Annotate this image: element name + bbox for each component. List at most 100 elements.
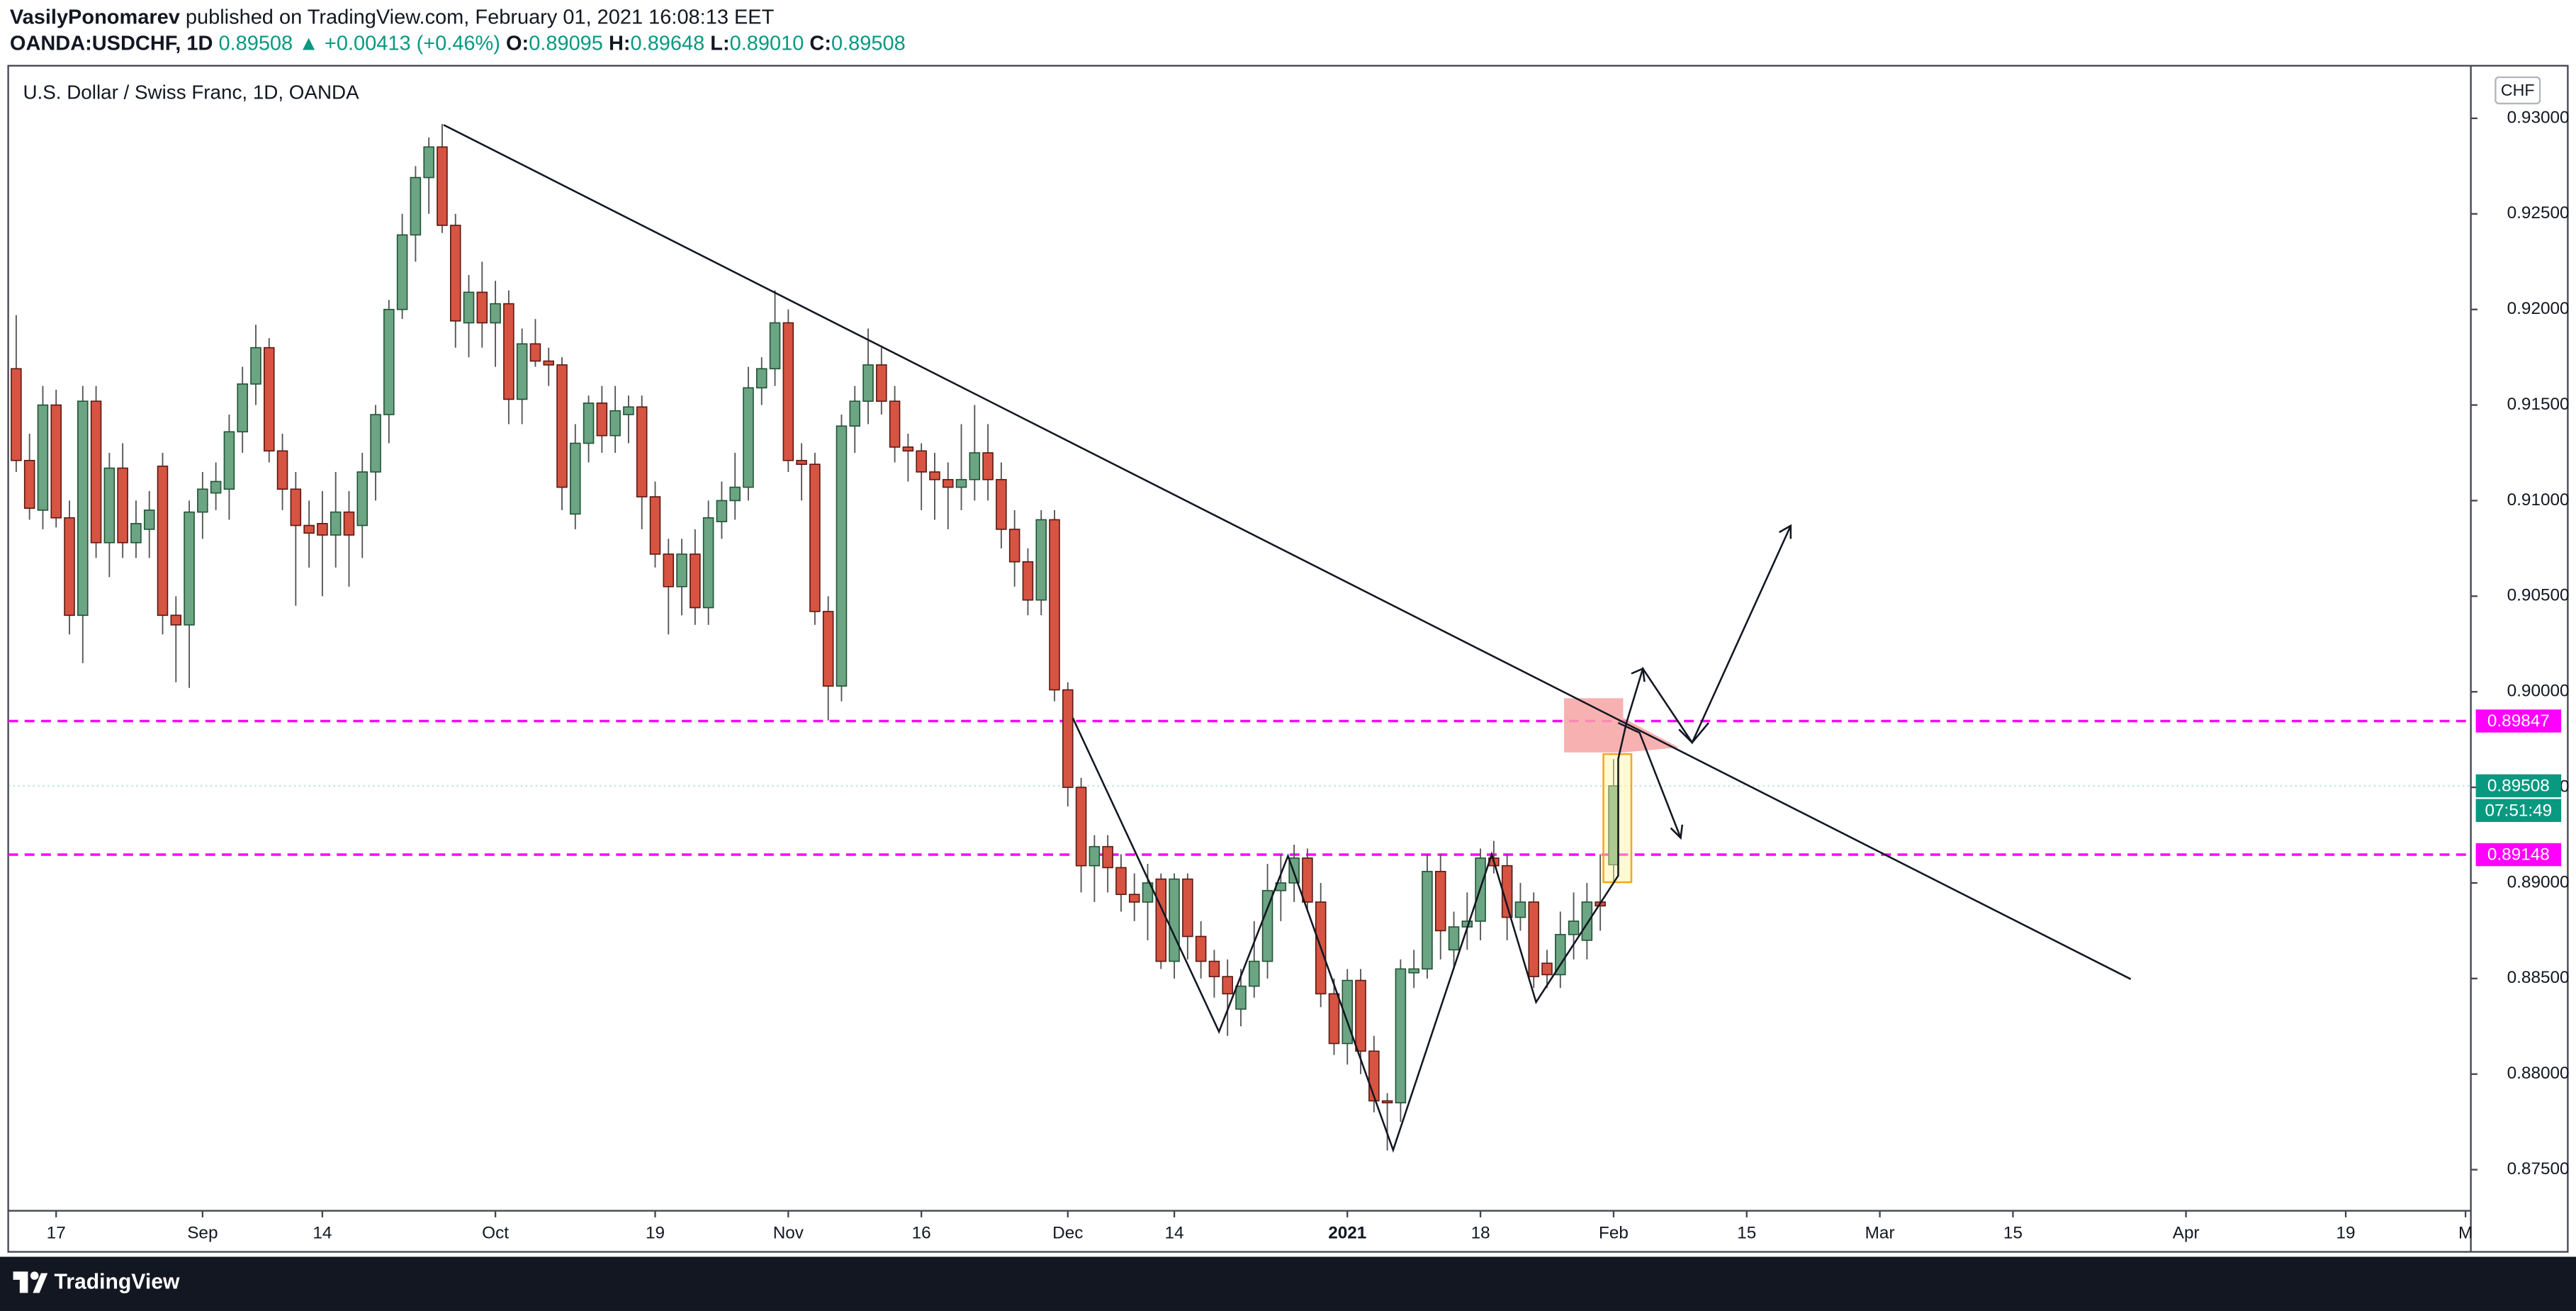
price-labels: 0.93000 0.92500 0.92000 0.91500 0.91000 0.905… <box>47 108 2570 1242</box>
plot <box>8 117 2477 1217</box>
x-tick-label: Oct <box>482 1223 509 1242</box>
candle-body <box>716 500 728 522</box>
candle-body <box>1222 976 1233 995</box>
candle-body <box>876 364 887 402</box>
candle-body <box>982 452 994 480</box>
x-tick-label: Apr <box>2173 1223 2200 1242</box>
candle-body <box>702 517 714 609</box>
level-label: 0.89847 <box>2487 711 2550 731</box>
candle-body <box>849 400 861 427</box>
candle-body <box>276 450 288 490</box>
candle-body <box>1408 968 1419 974</box>
candle-body <box>822 611 834 687</box>
level-label-box <box>2475 709 2562 733</box>
candle-body <box>1355 979 1366 1052</box>
candle-body <box>1302 857 1313 903</box>
candle-body <box>649 496 661 555</box>
candle-body <box>1089 845 1101 867</box>
candle-body <box>476 291 488 324</box>
candle-body <box>663 553 675 587</box>
quote-part: C: <box>809 32 831 55</box>
candle-body <box>596 403 608 437</box>
candle-body <box>143 510 155 530</box>
published: published on TradingView.com, February 0… <box>180 6 775 28</box>
candle-body <box>583 403 595 444</box>
candle-body <box>809 463 821 612</box>
y-tick-label: 0.88000 <box>2507 1064 2570 1083</box>
candle-body <box>37 404 49 511</box>
header-line: VasilyPonomarev published on TradingView… <box>10 6 775 28</box>
candle-body <box>1022 561 1034 601</box>
candle-body <box>543 360 554 366</box>
candle-body <box>356 471 369 527</box>
candle-body <box>755 368 767 389</box>
y-tick-label: 0.92500 <box>2507 203 2570 223</box>
candle-body <box>11 368 22 461</box>
candle-body <box>1514 901 1526 918</box>
logo-part <box>19 1278 28 1293</box>
quote-part: OANDA:USDCHF, 1D <box>10 32 219 55</box>
candle-body <box>690 553 701 609</box>
candle-body <box>1541 962 1553 976</box>
alt-path <box>1617 721 1682 838</box>
candle-body <box>796 459 807 465</box>
x-tick-label: 14 <box>1165 1223 1184 1242</box>
candle-body <box>170 614 182 626</box>
quote-part: L: <box>710 32 729 55</box>
candle-body <box>410 176 422 236</box>
candle-body <box>503 303 514 400</box>
candle-body <box>889 400 901 448</box>
candle-body <box>1381 1100 1393 1103</box>
trendline <box>443 124 2132 980</box>
candle-body <box>969 452 981 480</box>
candle-body <box>996 478 1007 530</box>
candle-body <box>263 347 275 452</box>
candle-body <box>1169 878 1180 962</box>
candle-body <box>90 400 102 544</box>
x-tick-label: 16 <box>912 1223 931 1242</box>
candle-body <box>743 387 754 488</box>
candle-body <box>1328 993 1340 1045</box>
candle-body <box>1395 968 1407 1103</box>
candle-body <box>529 343 541 362</box>
candle-body <box>862 364 874 402</box>
x-tick-label: 17 <box>47 1223 66 1242</box>
x-tick-label: Dec <box>1052 1223 1083 1242</box>
y-tick-label: 0.92000 <box>2507 299 2570 318</box>
candle-body <box>1102 845 1113 869</box>
candle-body <box>437 146 448 226</box>
quote-part: 0.89648 <box>631 32 711 55</box>
candle-body <box>676 553 687 587</box>
y-tick-label: 0.93000 <box>2507 108 2570 127</box>
candle-body <box>117 467 128 544</box>
candle-body <box>303 524 315 534</box>
candle-body <box>916 450 927 473</box>
candle-body <box>516 343 528 400</box>
candle-body <box>1261 889 1273 962</box>
candle-body <box>463 291 475 324</box>
candle-body <box>197 488 208 513</box>
x-tick-label: 15 <box>2003 1223 2023 1242</box>
last-price-label: 0.89508 <box>2487 776 2550 795</box>
candle-body <box>1008 529 1020 563</box>
candle-body <box>942 478 954 488</box>
candle-body <box>237 383 248 433</box>
arrow-head <box>1670 824 1684 840</box>
candle-body <box>623 406 634 415</box>
candle-body <box>370 414 381 473</box>
candle-body <box>1581 901 1593 941</box>
candle-body <box>449 225 461 322</box>
x-tick-label: 2021 <box>1328 1223 1366 1242</box>
y-tick-label: 0.88500 <box>2507 968 2570 987</box>
drawings <box>443 124 2132 1153</box>
candle-body <box>250 347 261 385</box>
y-tick-label: 0.91500 <box>2507 395 2570 414</box>
quote-part: 0.89010 <box>730 32 810 55</box>
candle-body <box>1155 878 1167 962</box>
candle-body <box>50 404 62 519</box>
countdown: 07:51:49 <box>2485 801 2553 820</box>
candle-body <box>1528 901 1540 977</box>
